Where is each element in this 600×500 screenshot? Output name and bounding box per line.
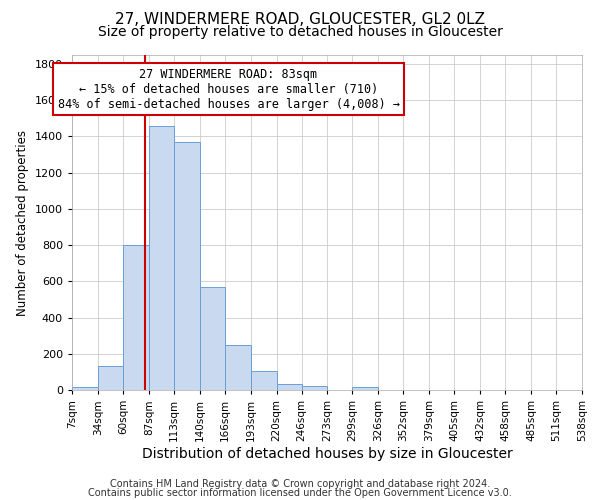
Text: Size of property relative to detached houses in Gloucester: Size of property relative to detached ho… bbox=[98, 25, 502, 39]
Bar bbox=[174, 142, 200, 390]
Text: 27, WINDERMERE ROAD, GLOUCESTER, GL2 0LZ: 27, WINDERMERE ROAD, GLOUCESTER, GL2 0LZ bbox=[115, 12, 485, 28]
Bar bbox=[352, 388, 379, 390]
Bar bbox=[277, 384, 302, 390]
Text: Contains public sector information licensed under the Open Government Licence v3: Contains public sector information licen… bbox=[88, 488, 512, 498]
Bar bbox=[123, 245, 149, 390]
Y-axis label: Number of detached properties: Number of detached properties bbox=[16, 130, 29, 316]
Bar bbox=[200, 287, 225, 390]
Bar bbox=[251, 371, 277, 390]
Bar bbox=[225, 344, 251, 390]
Text: Contains HM Land Registry data © Crown copyright and database right 2024.: Contains HM Land Registry data © Crown c… bbox=[110, 479, 490, 489]
Bar bbox=[302, 386, 328, 390]
Text: 27 WINDERMERE ROAD: 83sqm
← 15% of detached houses are smaller (710)
84% of semi: 27 WINDERMERE ROAD: 83sqm ← 15% of detac… bbox=[58, 68, 400, 110]
Bar bbox=[149, 126, 174, 390]
Bar bbox=[72, 388, 98, 390]
X-axis label: Distribution of detached houses by size in Gloucester: Distribution of detached houses by size … bbox=[142, 446, 512, 460]
Bar bbox=[98, 366, 123, 390]
